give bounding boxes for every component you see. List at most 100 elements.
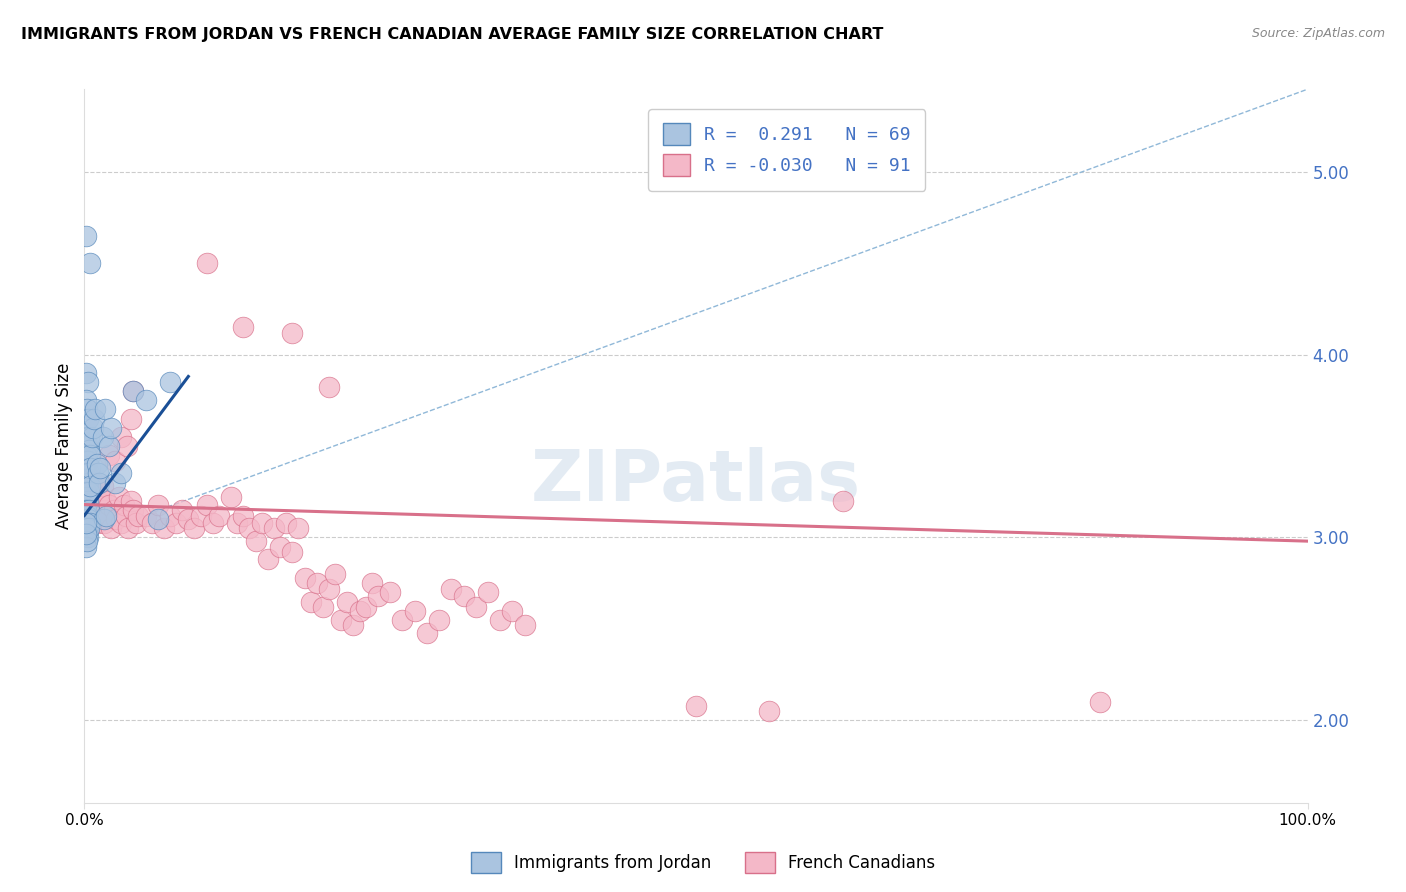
Point	[75, 484, 97, 499]
Point	[80, 430, 103, 444]
Point	[93, 516, 115, 530]
Point	[513, 618, 536, 632]
Point	[276, 516, 298, 530]
Point	[94, 503, 117, 517]
Point	[79, 256, 101, 270]
Point	[349, 604, 371, 618]
Point	[831, 494, 853, 508]
Point	[195, 498, 218, 512]
Point	[76, 402, 98, 417]
Point	[77, 430, 100, 444]
Point	[87, 494, 110, 508]
Point	[97, 439, 120, 453]
Point	[96, 508, 118, 523]
Point	[97, 498, 120, 512]
Point	[195, 256, 218, 270]
Point	[79, 516, 101, 530]
Point	[367, 589, 389, 603]
Point	[440, 582, 463, 596]
Point	[77, 453, 100, 467]
Point	[79, 479, 101, 493]
Point	[100, 420, 122, 434]
Point	[76, 490, 98, 504]
Point	[464, 600, 486, 615]
Point	[294, 571, 316, 585]
Point	[342, 618, 364, 632]
Point	[104, 475, 127, 490]
Point	[122, 384, 145, 398]
Point	[77, 375, 100, 389]
Point	[96, 494, 118, 508]
Point	[201, 516, 224, 530]
Point	[82, 508, 104, 523]
Point	[75, 448, 97, 462]
Point	[115, 508, 138, 523]
Point	[75, 521, 97, 535]
Point	[91, 479, 114, 493]
Point	[177, 512, 200, 526]
Point	[183, 521, 205, 535]
Point	[159, 508, 181, 523]
Point	[77, 475, 100, 490]
Point	[115, 439, 138, 453]
Point	[75, 393, 97, 408]
Point	[75, 467, 97, 481]
Point	[117, 521, 139, 535]
Text: ZIPatlas: ZIPatlas	[531, 447, 860, 516]
Point	[141, 516, 163, 530]
Point	[77, 521, 100, 535]
Point	[83, 498, 105, 512]
Point	[477, 585, 499, 599]
Point	[281, 545, 304, 559]
Point	[159, 375, 181, 389]
Point	[354, 600, 377, 615]
Point	[100, 521, 122, 535]
Point	[146, 512, 169, 526]
Point	[232, 508, 254, 523]
Point	[79, 461, 101, 475]
Text: Source: ZipAtlas.com: Source: ZipAtlas.com	[1251, 27, 1385, 40]
Point	[75, 430, 97, 444]
Point	[84, 402, 107, 417]
Point	[76, 439, 98, 453]
Point	[77, 411, 100, 425]
Point	[86, 516, 108, 530]
Point	[77, 467, 100, 481]
Point	[263, 521, 285, 535]
Point	[336, 594, 359, 608]
Point	[380, 585, 402, 599]
Legend: R =  0.291   N = 69, R = -0.030   N = 91: R = 0.291 N = 69, R = -0.030 N = 91	[648, 109, 925, 191]
Point	[318, 582, 340, 596]
Point	[75, 526, 97, 541]
Point	[75, 516, 97, 530]
Point	[172, 503, 194, 517]
Point	[330, 613, 353, 627]
Point	[87, 475, 110, 490]
Point	[250, 516, 273, 530]
Point	[76, 467, 98, 481]
Point	[110, 467, 132, 481]
Point	[238, 521, 260, 535]
Point	[77, 484, 100, 499]
Point	[76, 534, 98, 549]
Point	[75, 366, 97, 380]
Point	[685, 698, 707, 713]
Point	[87, 503, 110, 517]
Point	[104, 453, 127, 467]
Point	[77, 439, 100, 453]
Point	[427, 613, 450, 627]
Point	[77, 442, 100, 457]
Point	[76, 453, 98, 467]
Point	[97, 448, 120, 462]
Point	[90, 490, 112, 504]
Point	[105, 512, 128, 526]
Point	[489, 613, 512, 627]
Point	[360, 576, 382, 591]
Point	[122, 503, 145, 517]
Point	[103, 503, 125, 517]
Point	[122, 384, 145, 398]
Point	[299, 594, 322, 608]
Point	[219, 490, 242, 504]
Point	[86, 458, 108, 472]
Point	[75, 540, 97, 554]
